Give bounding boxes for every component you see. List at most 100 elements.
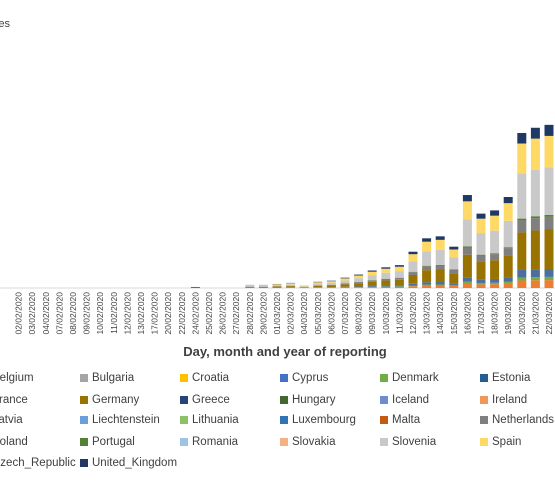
- bar-segment: [531, 139, 540, 170]
- bar-segment: [504, 282, 513, 284]
- bar-segment: [354, 286, 363, 287]
- bar-segment: [504, 203, 513, 221]
- legend-label: Cyprus: [292, 372, 329, 384]
- legend-swatch: [180, 416, 188, 424]
- bar-segment: [436, 265, 445, 266]
- x-tick-label: 10/03/2020: [381, 292, 391, 335]
- x-tick-label: 07/03/2020: [340, 292, 350, 335]
- bar-segment: [517, 144, 526, 174]
- bar-segment: [449, 249, 458, 257]
- bar-segment: [504, 247, 513, 248]
- bar-segment: [409, 286, 418, 288]
- legend-label: Belgium: [0, 372, 34, 384]
- bar-segment: [286, 286, 295, 287]
- bar-segment: [368, 271, 377, 272]
- x-tick-label: 01/03/2020: [272, 292, 282, 335]
- bar-segment: [422, 238, 431, 241]
- legend-label: Latvia: [0, 414, 23, 426]
- bar-segment: [341, 284, 350, 286]
- legend-swatch: [80, 396, 88, 404]
- x-tick-label: 21/03/2020: [530, 292, 540, 335]
- x-tick-label: 19/03/2020: [503, 292, 513, 335]
- bar-segment: [517, 232, 526, 270]
- bar-segment: [463, 282, 472, 284]
- bar-segment: [409, 284, 418, 286]
- x-tick-label: 13/03/2020: [422, 292, 432, 335]
- legend-label: Bulgaria: [92, 372, 135, 384]
- bar-segment: [477, 256, 486, 262]
- legend-label: Slovakia: [292, 436, 336, 448]
- bar-segment: [422, 266, 431, 270]
- bar-segment: [517, 133, 526, 144]
- bar-segment: [531, 170, 540, 217]
- legend-swatch: [280, 374, 288, 382]
- bar-segment: [545, 269, 554, 277]
- x-tick-label: 24/02/2020: [190, 292, 200, 335]
- bar-segment: [436, 284, 445, 285]
- bar-segment: [273, 287, 282, 288]
- bar-segment: [368, 280, 377, 281]
- bar-segment: [531, 277, 540, 280]
- bar-segment: [463, 255, 472, 278]
- legend-label: Ireland: [492, 394, 527, 406]
- bar-segment: [381, 273, 390, 279]
- bar-segment: [313, 283, 322, 285]
- bar-segment: [436, 286, 445, 288]
- bar-segment: [504, 221, 513, 247]
- bar-segment: [463, 277, 472, 281]
- x-tick-label: 05/03/2020: [313, 292, 323, 335]
- bar-segment: [327, 285, 336, 287]
- bar-segment: [354, 287, 363, 288]
- bar-segment: [409, 252, 418, 254]
- x-tick-label: 27/02/2020: [231, 292, 241, 335]
- bar-segment: [436, 250, 445, 265]
- bar-segment: [463, 201, 472, 219]
- legend-swatch: [80, 459, 88, 467]
- bar-segment: [477, 283, 486, 284]
- bar-segment: [477, 219, 486, 233]
- x-tick-label: 18/03/2020: [490, 292, 500, 335]
- x-tick-label: 11/02/2020: [109, 292, 119, 334]
- bar-segment: [381, 287, 390, 288]
- x-tick-label: 17/02/2020: [150, 292, 160, 335]
- x-tick-label: 20/03/2020: [517, 292, 527, 335]
- bar-segment: [477, 261, 486, 279]
- bar-segment: [449, 286, 458, 288]
- legend-swatch: [480, 396, 488, 404]
- bar-segment: [504, 248, 513, 255]
- bar-segment: [300, 287, 309, 288]
- legend-label: Lithuania: [192, 414, 239, 426]
- bar-segment: [490, 283, 499, 285]
- bar-segment: [504, 197, 513, 203]
- bar-segment: [381, 269, 390, 273]
- bar-segment: [504, 255, 513, 277]
- bar-segment: [273, 285, 282, 286]
- bar-segment: [463, 219, 472, 246]
- legend-label: Croatia: [192, 372, 230, 384]
- bar-segment: [341, 284, 350, 285]
- bar-segment: [490, 284, 499, 288]
- bar-segment: [368, 275, 377, 280]
- x-tick-label: 26/02/2020: [218, 292, 228, 335]
- bar-segment: [517, 277, 526, 280]
- legend-label: Iceland: [392, 394, 429, 406]
- legend-swatch: [80, 374, 88, 382]
- bar-segment: [286, 283, 295, 284]
- legend-label: Poland: [0, 436, 28, 448]
- bar-segment: [259, 287, 268, 288]
- bar-segment: [327, 285, 336, 286]
- x-tick-label: 03/02/2020: [27, 292, 37, 335]
- bar-segment: [449, 285, 458, 286]
- legend-swatch: [180, 374, 188, 382]
- bar-segment: [354, 283, 363, 286]
- bar-segment: [449, 258, 458, 270]
- bar-segment: [504, 284, 513, 288]
- x-tick-label: 29/02/2020: [258, 292, 268, 335]
- legend-swatch: [180, 396, 188, 404]
- x-tick-label: 08/02/2020: [68, 292, 78, 335]
- legend-swatch: [380, 438, 388, 446]
- bar-segment: [436, 269, 445, 282]
- legend-swatch: [280, 416, 288, 424]
- bar-segment: [286, 284, 295, 285]
- bar-segment: [422, 286, 431, 288]
